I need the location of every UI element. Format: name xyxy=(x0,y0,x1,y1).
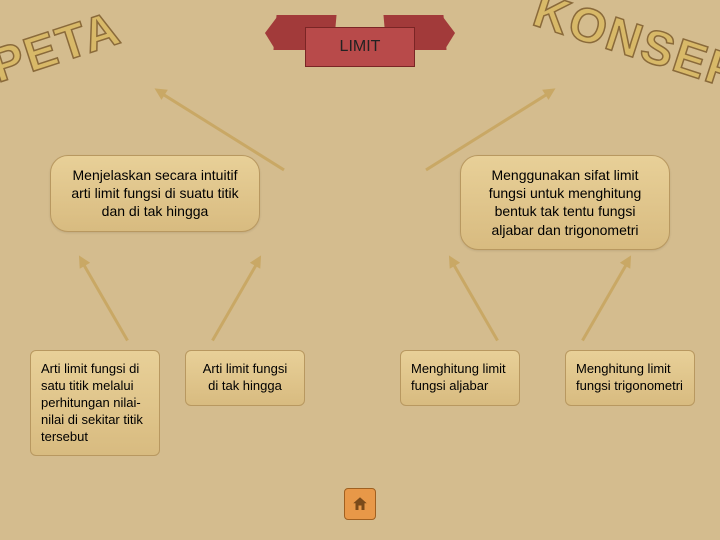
node-mid-left: Menjelaskan secara intuitif arti limit f… xyxy=(50,155,260,232)
arrow-to-leaf1 xyxy=(81,262,129,341)
node-mid-right: Menggunakan sifat limit fungsi untuk men… xyxy=(460,155,670,250)
title-banner: LIMIT xyxy=(275,15,445,75)
arrow-to-leaf2 xyxy=(211,262,259,341)
home-button[interactable] xyxy=(344,488,376,520)
node-leaf3: Menghitung limit fungsi aljabar xyxy=(400,350,520,406)
arrow-to-leaf3 xyxy=(451,262,499,341)
wordart-peta: PETA xyxy=(0,1,128,94)
node-leaf1: Arti limit fungsi di satu titik melalui … xyxy=(30,350,160,456)
banner-label: LIMIT xyxy=(305,27,415,67)
arrow-to-leaf4 xyxy=(581,262,629,341)
node-leaf2: Arti limit fungsi di tak hingga xyxy=(185,350,305,406)
wordart-konsep: KONSEP xyxy=(527,0,720,102)
home-icon xyxy=(351,495,369,513)
node-leaf4: Menghitung limit fungsi trigonometri xyxy=(565,350,695,406)
